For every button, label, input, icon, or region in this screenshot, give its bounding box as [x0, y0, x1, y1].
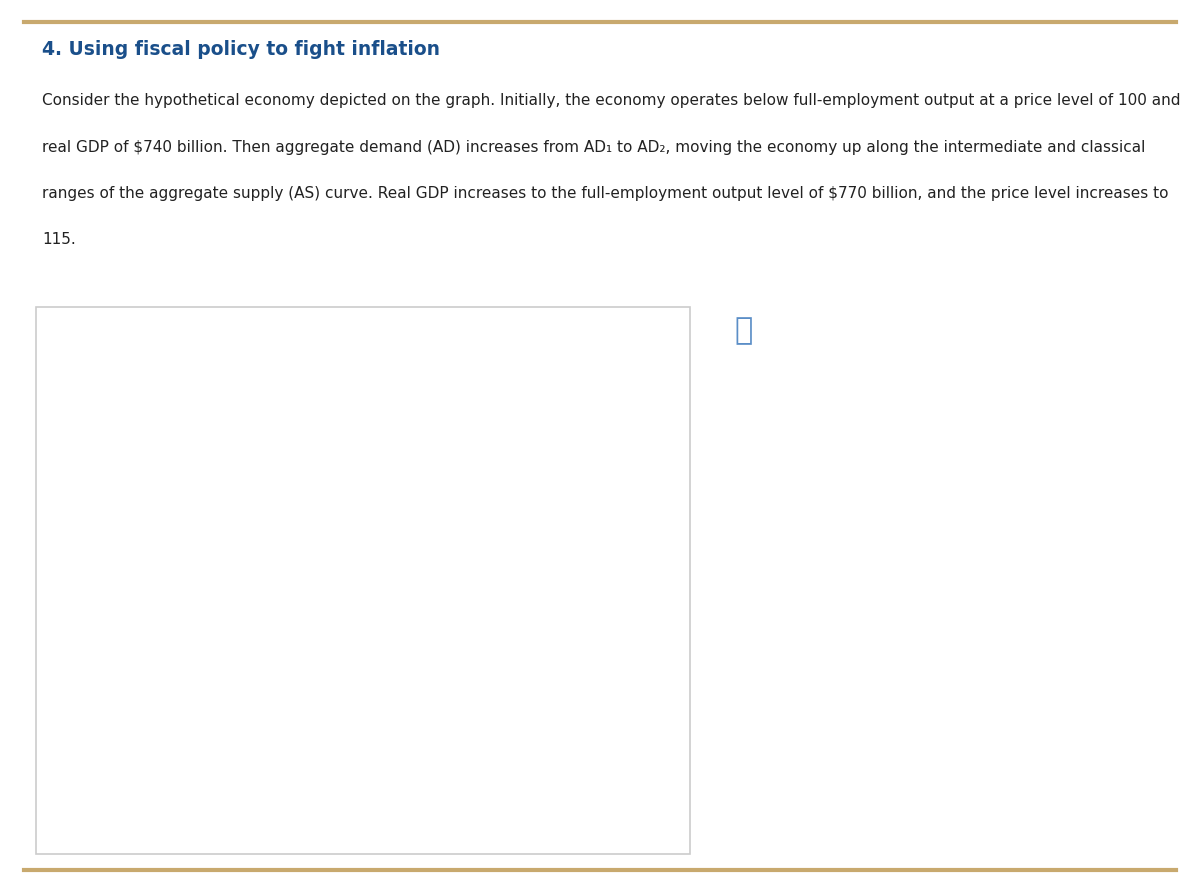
- Text: ranges of the aggregate supply (AS) curve. Real GDP increases to the full-employ: ranges of the aggregate supply (AS) curv…: [42, 186, 1169, 201]
- Text: AD: AD: [510, 777, 532, 792]
- Text: Ⓗ: Ⓗ: [734, 316, 754, 345]
- Text: 115.: 115.: [42, 232, 76, 247]
- X-axis label: REAL GDP (Billions of dollars): REAL GDP (Billions of dollars): [271, 831, 503, 845]
- Text: 2: 2: [598, 584, 606, 596]
- Text: AD: AD: [558, 564, 580, 579]
- Text: Consider the hypothetical economy depicted on the graph. Initially, the economy : Consider the hypothetical economy depict…: [42, 93, 1181, 109]
- Text: AS: AS: [430, 370, 450, 385]
- Text: 1: 1: [550, 797, 557, 810]
- Text: real GDP of $740 billion. Then aggregate demand (AD) increases from AD₁ to AD₂, : real GDP of $740 billion. Then aggregate…: [42, 140, 1145, 155]
- Text: 4. Using fiscal policy to fight inflation: 4. Using fiscal policy to fight inflatio…: [42, 40, 440, 59]
- Y-axis label: PRICE LEVEL (CPI): PRICE LEVEL (CPI): [65, 501, 79, 643]
